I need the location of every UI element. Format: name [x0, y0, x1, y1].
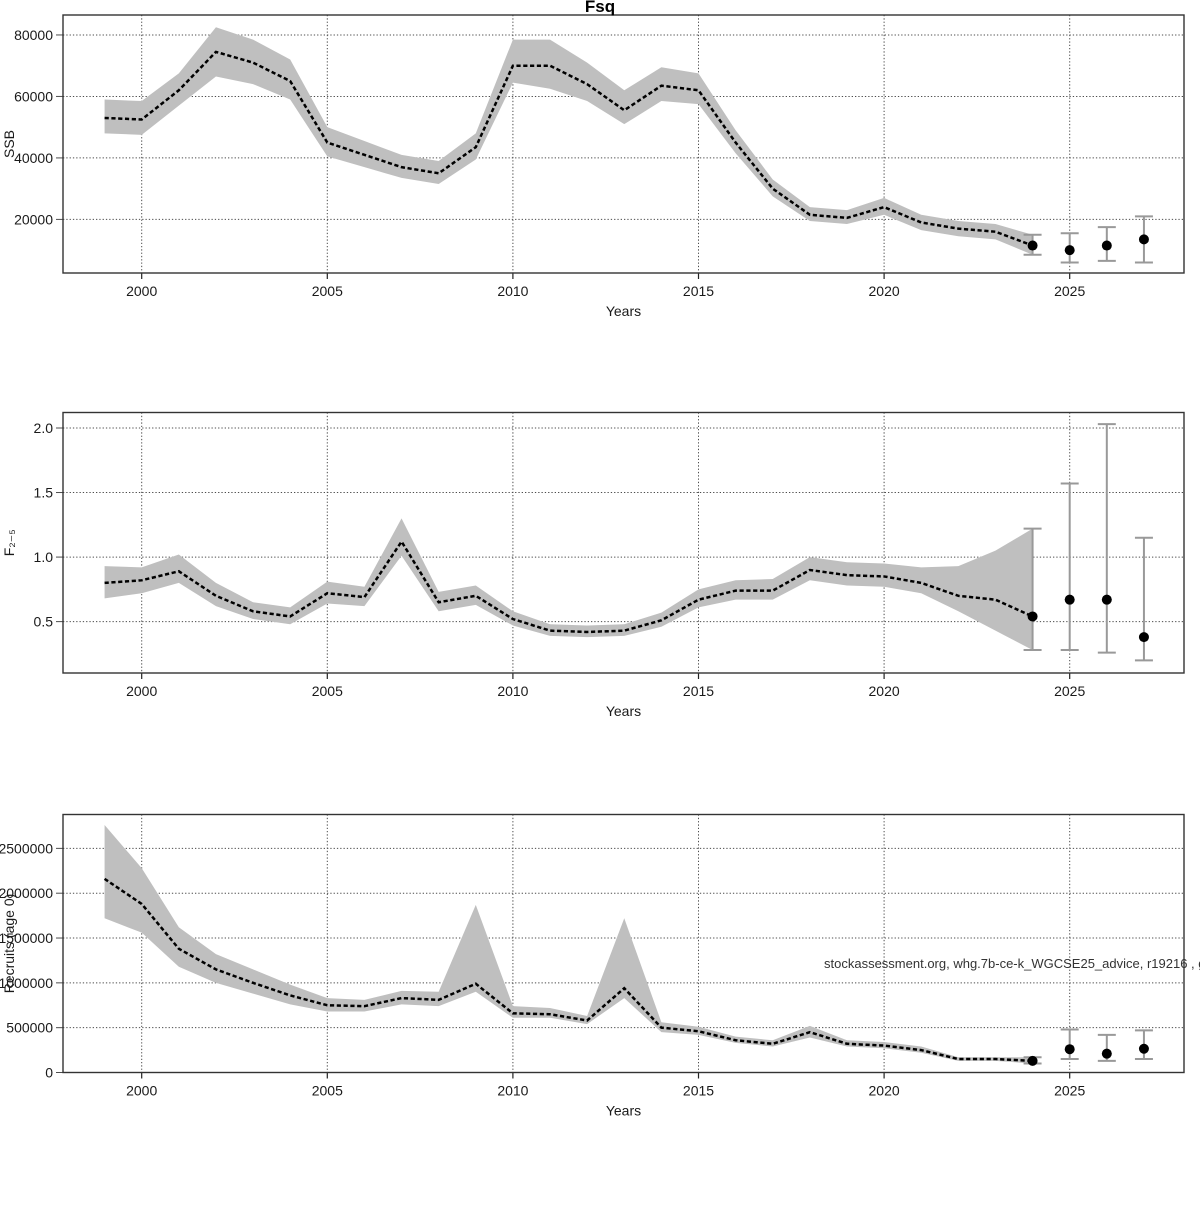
svg-text:2025: 2025 — [1054, 1083, 1085, 1099]
svg-text:1.0: 1.0 — [34, 549, 54, 565]
svg-text:2010: 2010 — [497, 1083, 528, 1099]
svg-text:2005: 2005 — [312, 683, 343, 699]
svg-text:2010: 2010 — [497, 683, 528, 699]
svg-text:2010: 2010 — [497, 283, 528, 299]
svg-text:0.5: 0.5 — [34, 614, 54, 630]
svg-text:60000: 60000 — [14, 88, 53, 104]
svg-text:2020: 2020 — [869, 683, 900, 699]
svg-text:2015: 2015 — [683, 283, 714, 299]
svg-text:40000: 40000 — [14, 150, 53, 166]
svg-text:stockassessment.org, whg.7b-ce: stockassessment.org, whg.7b-ce-k_WGCSE25… — [824, 956, 1200, 971]
svg-text:F₂₋₅: F₂₋₅ — [1, 529, 17, 556]
svg-text:2020: 2020 — [869, 283, 900, 299]
svg-text:2025: 2025 — [1054, 283, 1085, 299]
svg-text:2.0: 2.0 — [34, 420, 54, 436]
svg-text:SSB: SSB — [1, 130, 17, 158]
svg-text:2000: 2000 — [126, 1083, 157, 1099]
svg-text:500000: 500000 — [6, 1020, 53, 1036]
svg-text:2000: 2000 — [126, 283, 157, 299]
svg-text:Years: Years — [606, 303, 641, 319]
svg-text:2005: 2005 — [312, 283, 343, 299]
svg-text:0: 0 — [45, 1065, 53, 1081]
svg-text:2500000: 2500000 — [0, 840, 53, 856]
svg-text:Fsq: Fsq — [585, 0, 615, 16]
svg-text:Years: Years — [606, 703, 641, 719]
svg-text:2020: 2020 — [869, 1083, 900, 1099]
svg-text:2015: 2015 — [683, 1083, 714, 1099]
svg-text:Years: Years — [606, 1103, 641, 1119]
svg-text:Recruits (age 0): Recruits (age 0) — [1, 894, 17, 994]
svg-text:2015: 2015 — [683, 683, 714, 699]
svg-text:20000: 20000 — [14, 211, 53, 227]
svg-text:2000: 2000 — [126, 683, 157, 699]
svg-text:2025: 2025 — [1054, 683, 1085, 699]
svg-text:2005: 2005 — [312, 1083, 343, 1099]
svg-text:80000: 80000 — [14, 27, 53, 43]
svg-text:1.5: 1.5 — [34, 485, 54, 501]
